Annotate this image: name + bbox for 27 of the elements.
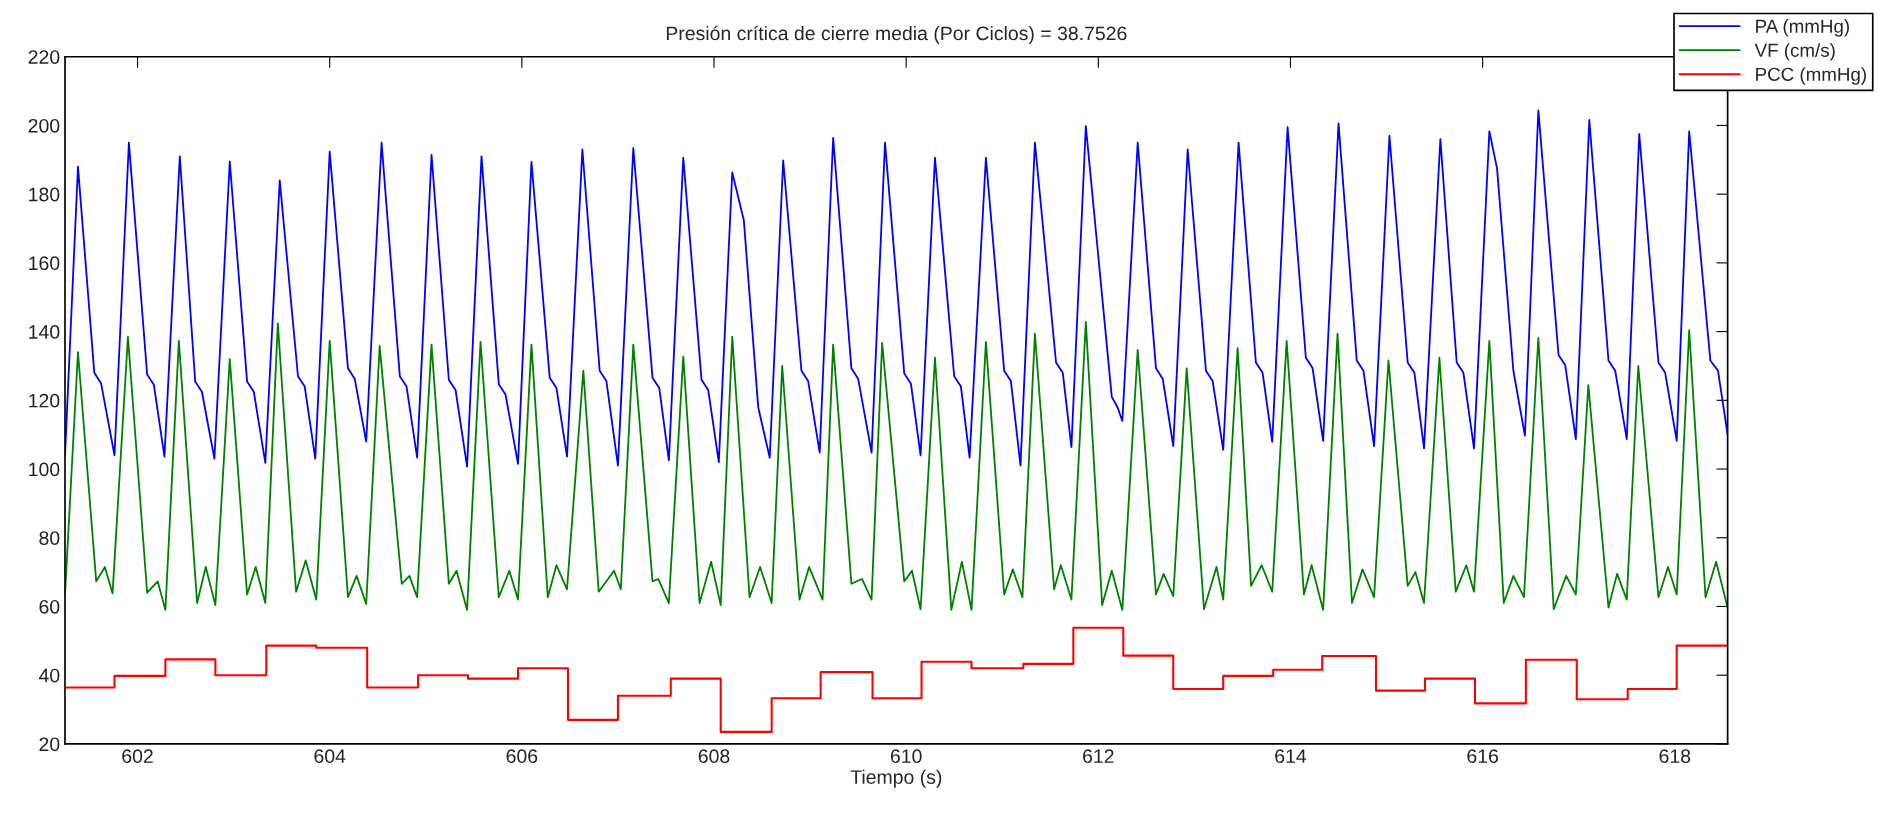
line-series xyxy=(65,109,1728,468)
x-tick-label: 610 xyxy=(890,749,922,764)
x-tick-label: 616 xyxy=(1467,749,1498,764)
y-tick-label: 100 xyxy=(29,462,60,477)
y-tick-label: 180 xyxy=(29,187,60,202)
x-tick-label: 612 xyxy=(1083,749,1114,764)
y-tick-label: 40 xyxy=(38,668,60,683)
legend-label: PA (mmHg) xyxy=(1756,19,1849,37)
x-tick-label: 602 xyxy=(122,749,153,764)
x-tick-label: 618 xyxy=(1659,749,1691,764)
x-tick-label: 614 xyxy=(1275,749,1307,764)
y-tick-label: 60 xyxy=(39,599,60,614)
line-series xyxy=(65,321,1728,611)
x-tick-label: 608 xyxy=(698,749,730,764)
x-tick-label: 604 xyxy=(314,749,346,764)
x-axis-title: Tiempo (s) xyxy=(850,769,942,788)
y-tick-label: 80 xyxy=(39,531,60,545)
y-tick-label: 200 xyxy=(28,118,60,133)
y-tick-label: 20 xyxy=(39,737,60,752)
y-tick-label: 120 xyxy=(29,393,60,408)
y-tick-label: 220 xyxy=(28,50,60,64)
legend-label: PCC (mmHg) xyxy=(1756,67,1866,85)
y-tick-label: 160 xyxy=(29,256,60,271)
y-tick-label: 140 xyxy=(29,325,60,339)
x-tick-label: 606 xyxy=(506,749,538,764)
legend-label: VF (cm/s) xyxy=(1754,43,1835,61)
chart-title: Presión crítica de cierre media (Por Ciclos) = 38.7526 xyxy=(666,25,1127,45)
